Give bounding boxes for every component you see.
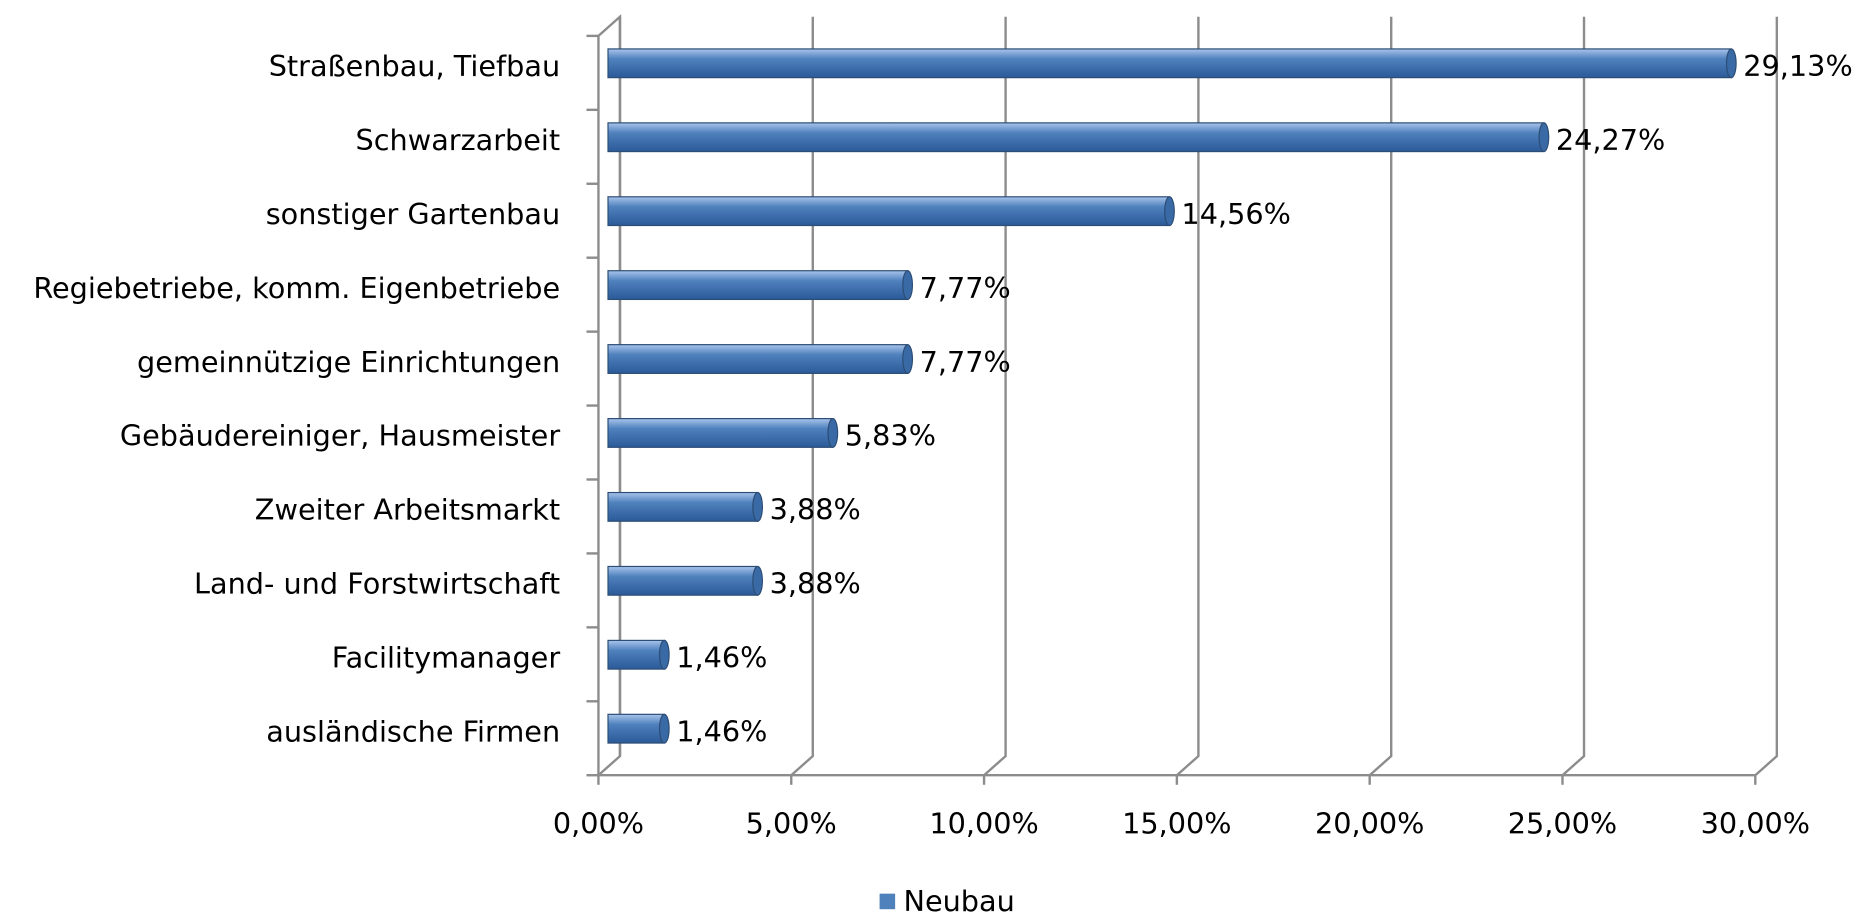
bar-cap: [902, 344, 914, 374]
grid-line: [1176, 16, 1200, 777]
bar-cap: [752, 491, 764, 522]
x-tick-label: 5,00%: [746, 806, 837, 840]
bar-cap: [658, 713, 670, 744]
grid-line: [1754, 16, 1779, 777]
bar-cap: [827, 417, 839, 448]
value-label: 24,27%: [1556, 123, 1665, 157]
value-label: 5,83%: [845, 419, 936, 453]
x-tick-label: 0,00%: [553, 806, 644, 840]
grid-line: [1368, 16, 1393, 777]
bar: [607, 417, 834, 448]
y-tick-label: Zweiter Arbeitsmarkt: [255, 493, 560, 527]
y-tick-label: Straßenbau, Tiefbau: [269, 49, 560, 83]
bar: [607, 639, 665, 670]
bar-cap: [1538, 122, 1550, 153]
bar-cap: [1725, 48, 1737, 79]
value-label: 3,88%: [770, 493, 861, 527]
y-tick-label: ausländische Firmen: [266, 714, 560, 748]
bar: [607, 565, 759, 596]
bar: [607, 344, 909, 374]
bar: [607, 122, 1545, 153]
y-tick-label: Facilitymanager: [332, 641, 561, 675]
y-tick-label: Gebäudereiniger, Hausmeister: [120, 419, 560, 453]
value-label: 1,46%: [676, 714, 767, 748]
bar: [607, 491, 759, 522]
bar-cap: [1164, 196, 1175, 227]
y-tick-label: gemeinnützige Einrichtungen: [137, 345, 560, 379]
value-label: 29,13%: [1743, 49, 1852, 83]
value-label: 3,88%: [770, 567, 861, 601]
y-tick-label: Schwarzarbeit: [356, 123, 561, 157]
x-tick-label: 30,00%: [1701, 806, 1810, 840]
grid-line: [983, 16, 1007, 777]
legend-label: Neubau: [904, 884, 1015, 914]
grid-line: [1561, 16, 1586, 777]
bar-cap: [902, 270, 914, 301]
grid-line: [597, 16, 622, 777]
bar: [607, 196, 1171, 227]
legend-swatch: [879, 893, 896, 910]
value-label: 14,56%: [1181, 197, 1290, 231]
x-tick-label: 20,00%: [1315, 806, 1424, 840]
bar: [607, 713, 665, 744]
value-label: 7,77%: [920, 345, 1011, 379]
x-tick-label: 15,00%: [1122, 806, 1231, 840]
bar: [607, 270, 909, 301]
x-tick-label: 10,00%: [929, 806, 1038, 840]
bar: [607, 48, 1732, 79]
value-label: 1,46%: [676, 641, 767, 675]
grid-line: [790, 16, 814, 777]
y-tick-label: sonstiger Gartenbau: [266, 197, 560, 231]
bar-cap: [658, 639, 670, 670]
value-label: 7,77%: [920, 271, 1011, 305]
x-tick-label: 25,00%: [1508, 806, 1617, 840]
y-tick-label: Regiebetriebe, komm. Eigenbetriebe: [33, 271, 560, 305]
bar-cap: [752, 565, 764, 596]
y-tick-label: Land- und Forstwirtschaft: [194, 567, 560, 601]
